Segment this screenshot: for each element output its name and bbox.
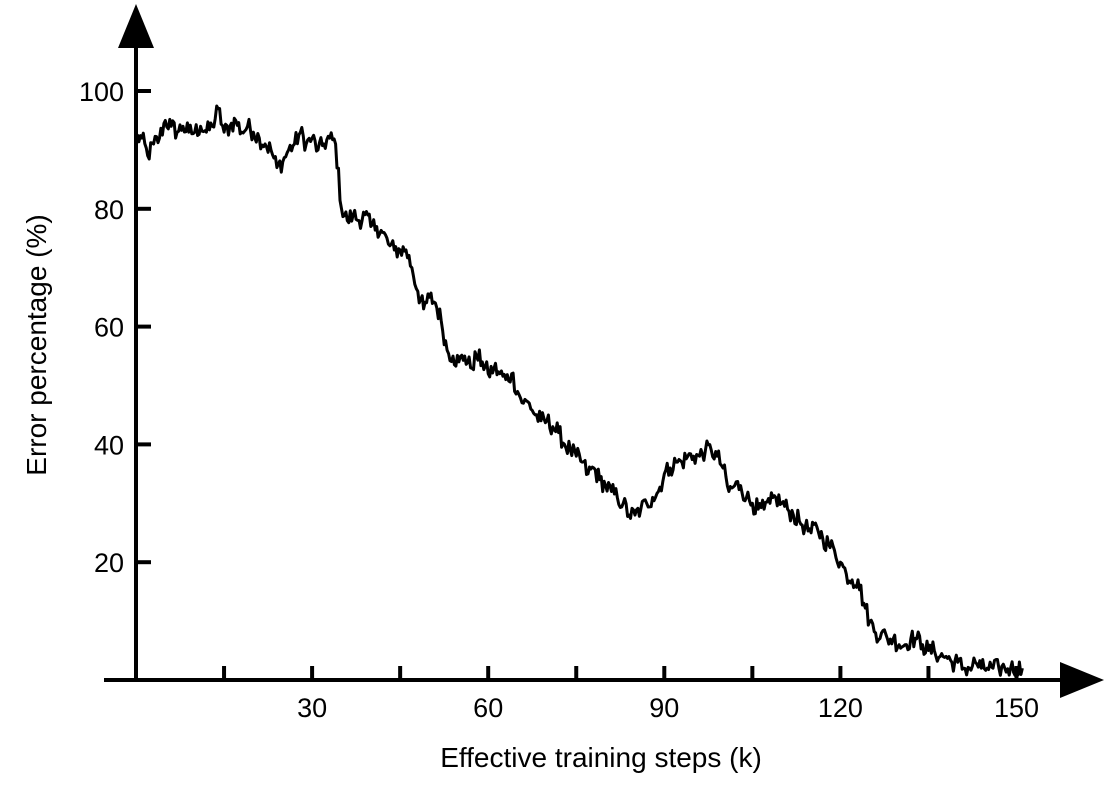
x-tick-label: 30 — [297, 693, 327, 723]
series-layer — [134, 104, 1024, 677]
y-tick-label: 100 — [79, 77, 124, 107]
y-tick-label: 20 — [94, 548, 124, 578]
y-tick-label: 60 — [94, 313, 124, 343]
x-tick-label: 90 — [649, 693, 679, 723]
x-axis-title: Effective training steps (k) — [440, 742, 762, 773]
y-tick-label: 40 — [94, 430, 124, 460]
ticks-layer: 30 60 90 120 150 20 40 60 80 100 — [79, 77, 1039, 723]
y-tick-label: 80 — [94, 195, 124, 225]
x-tick-label: 60 — [473, 693, 503, 723]
y-axis-title: Error percentage (%) — [21, 214, 52, 475]
y-axis-arrow — [118, 4, 154, 48]
series-line — [134, 104, 1024, 677]
axes-layer — [104, 4, 1104, 698]
x-axis-arrow — [1060, 662, 1104, 698]
x-tick-label: 120 — [818, 693, 863, 723]
x-tick-label: 150 — [994, 693, 1039, 723]
